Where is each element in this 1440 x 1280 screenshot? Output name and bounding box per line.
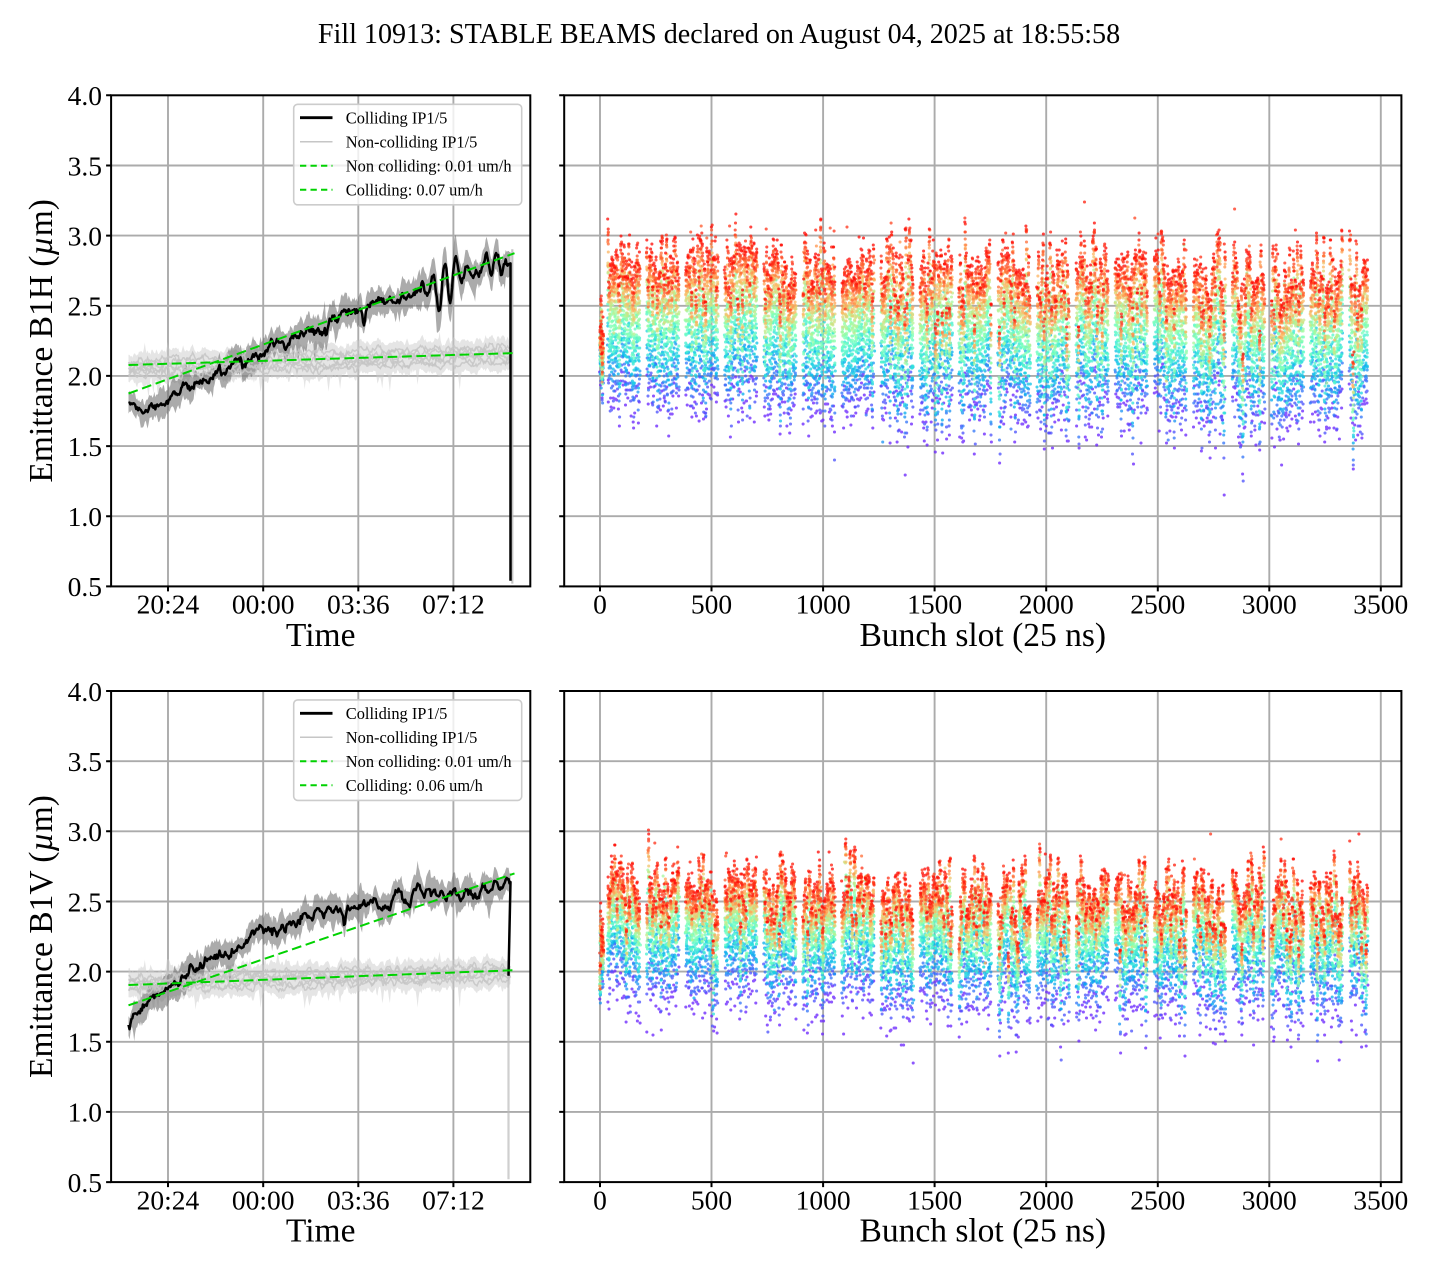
svg-text:Time: Time: [286, 617, 356, 654]
svg-text:1.5: 1.5: [68, 431, 102, 462]
svg-text:2.5: 2.5: [68, 886, 102, 917]
svg-text:20:24: 20:24: [137, 1184, 200, 1215]
svg-text:Fill 10913: STABLE BEAMS decla: Fill 10913: STABLE BEAMS declared on Aug…: [318, 19, 1120, 50]
svg-text:Non colliding: 0.01 um/h: Non colliding: 0.01 um/h: [346, 752, 512, 771]
svg-text:20:24: 20:24: [137, 589, 200, 620]
svg-text:07:12: 07:12: [422, 1184, 485, 1215]
svg-text:3.0: 3.0: [68, 816, 102, 847]
svg-text:4.0: 4.0: [68, 676, 102, 707]
svg-text:3.0: 3.0: [68, 220, 102, 251]
svg-text:2000: 2000: [1019, 1184, 1074, 1215]
svg-text:2.5: 2.5: [68, 291, 102, 322]
svg-text:Colliding: 0.07 um/h: Colliding: 0.07 um/h: [346, 181, 483, 200]
svg-text:Non colliding: 0.01 um/h: Non colliding: 0.01 um/h: [346, 157, 512, 176]
svg-text:3500: 3500: [1353, 589, 1408, 620]
svg-text:1000: 1000: [796, 1184, 851, 1215]
svg-text:2500: 2500: [1130, 589, 1185, 620]
svg-text:0: 0: [593, 1184, 607, 1215]
svg-text:Colliding: 0.06 um/h: Colliding: 0.06 um/h: [346, 776, 483, 795]
svg-text:2.0: 2.0: [68, 956, 102, 987]
svg-text:Non-colliding IP1/5: Non-colliding IP1/5: [346, 728, 478, 747]
svg-text:03:36: 03:36: [327, 589, 390, 620]
svg-text:1.5: 1.5: [68, 1027, 102, 1058]
svg-text:1500: 1500: [907, 589, 962, 620]
svg-text:2.0: 2.0: [68, 361, 102, 392]
svg-text:03:36: 03:36: [327, 1184, 390, 1215]
svg-text:00:00: 00:00: [232, 1184, 295, 1215]
svg-text:4.0: 4.0: [68, 80, 102, 111]
svg-text:3000: 3000: [1242, 589, 1297, 620]
svg-text:2500: 2500: [1130, 1184, 1185, 1215]
svg-text:00:00: 00:00: [232, 589, 295, 620]
svg-text:3000: 3000: [1242, 1184, 1297, 1215]
svg-text:Colliding IP1/5: Colliding IP1/5: [346, 109, 448, 128]
svg-text:3.5: 3.5: [68, 150, 102, 181]
svg-text:Non-colliding IP1/5: Non-colliding IP1/5: [346, 133, 478, 152]
svg-text:Bunch slot (25 ns): Bunch slot (25 ns): [860, 1213, 1107, 1250]
svg-text:Bunch slot (25 ns): Bunch slot (25 ns): [860, 617, 1107, 654]
svg-text:1.0: 1.0: [68, 1097, 102, 1128]
svg-text:1000: 1000: [796, 589, 851, 620]
svg-text:500: 500: [691, 589, 732, 620]
svg-text:0.5: 0.5: [68, 571, 102, 602]
svg-text:500: 500: [691, 1184, 732, 1215]
svg-text:Time: Time: [286, 1213, 356, 1250]
svg-text:2000: 2000: [1019, 589, 1074, 620]
svg-text:0: 0: [593, 589, 607, 620]
svg-text:3.5: 3.5: [68, 746, 102, 777]
svg-text:3500: 3500: [1353, 1184, 1408, 1215]
svg-text:Emittance B1H (µm): Emittance B1H (µm): [23, 199, 60, 483]
svg-text:0.5: 0.5: [68, 1167, 102, 1198]
svg-text:1.0: 1.0: [68, 501, 102, 532]
svg-text:Colliding IP1/5: Colliding IP1/5: [346, 704, 448, 723]
svg-text:Emittance B1V (µm): Emittance B1V (µm): [23, 795, 60, 1078]
svg-text:1500: 1500: [907, 1184, 962, 1215]
svg-text:07:12: 07:12: [422, 589, 485, 620]
